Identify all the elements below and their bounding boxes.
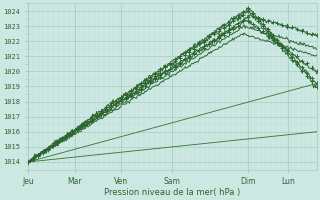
X-axis label: Pression niveau de la mer( hPa ): Pression niveau de la mer( hPa ) bbox=[104, 188, 240, 197]
